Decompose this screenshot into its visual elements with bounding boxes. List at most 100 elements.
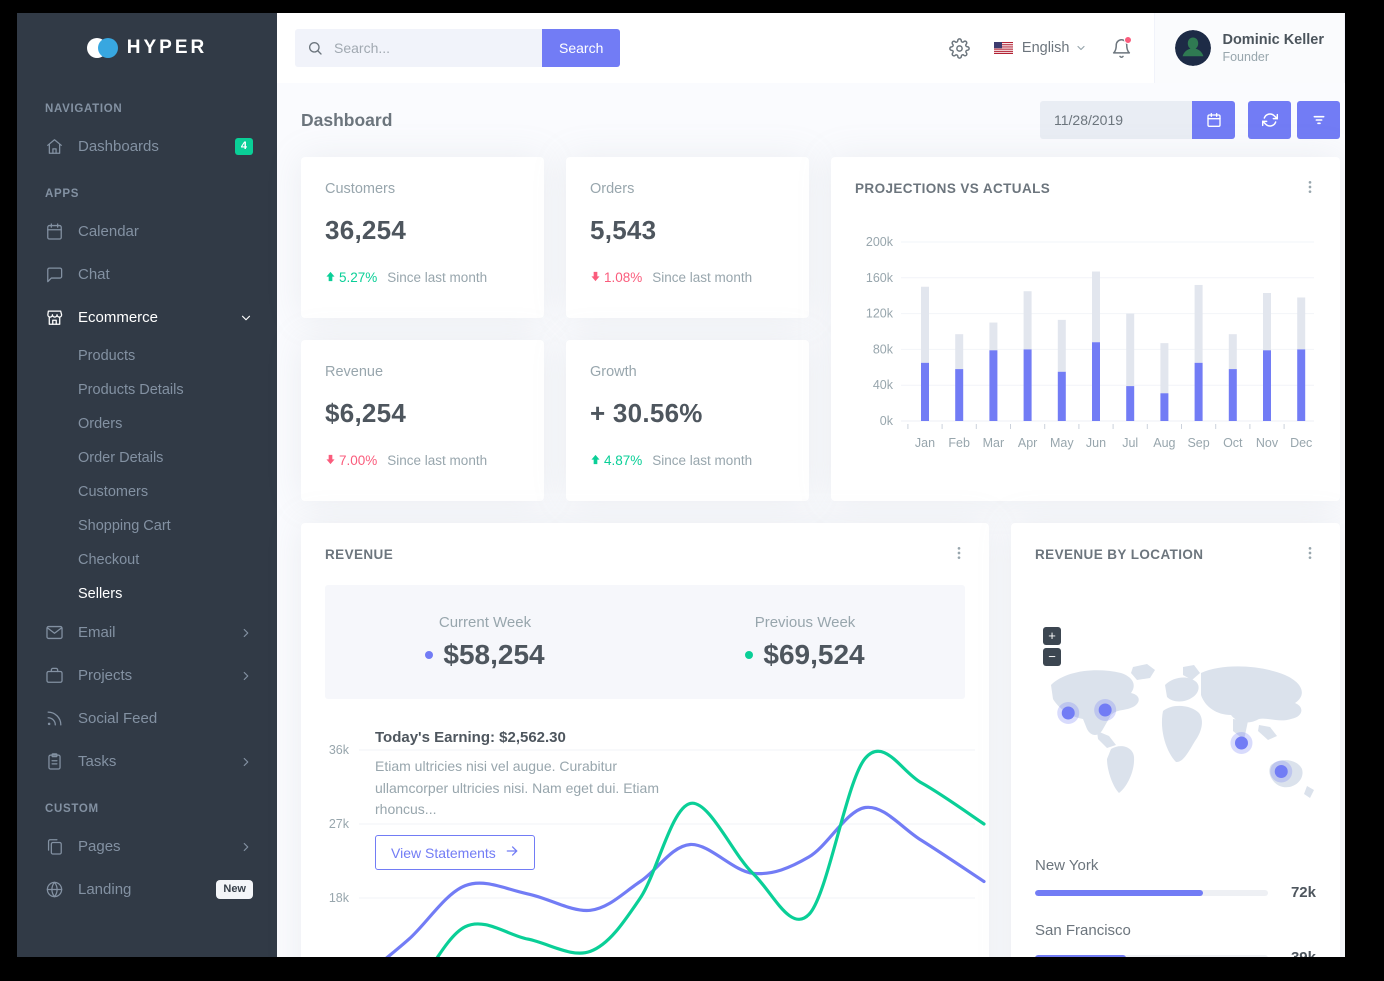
map-zoom-in-button[interactable]: + bbox=[1043, 627, 1061, 645]
sidebar-subitem-customers[interactable]: Customers bbox=[78, 484, 149, 500]
projects-icon bbox=[45, 666, 64, 685]
settings-gear-button[interactable] bbox=[949, 37, 970, 59]
sidebar-item-label: Calendar bbox=[78, 223, 139, 240]
stat-value: + 30.56% bbox=[590, 398, 703, 428]
sidebar-subitem-shopping-cart[interactable]: Shopping Cart bbox=[78, 518, 171, 534]
language-dropdown[interactable]: English bbox=[993, 40, 1088, 56]
page-header-tools bbox=[1040, 101, 1340, 139]
sidebar-item-tasks[interactable]: Tasks bbox=[17, 740, 277, 783]
app-window: HYPER NAVIGATION Dashboards 4 APPS Calendar C… bbox=[17, 13, 1345, 957]
previous-week-label: Previous Week bbox=[754, 613, 856, 631]
svg-text:Sep: Sep bbox=[1187, 436, 1209, 450]
location-title: REVENUE BY LOCATION bbox=[1035, 547, 1204, 562]
svg-text:Oct: Oct bbox=[1223, 436, 1243, 450]
previous-week-block: Previous Week $69,524 bbox=[645, 585, 965, 699]
previous-week-value: $69,524 bbox=[763, 638, 865, 670]
map-marker[interactable] bbox=[1061, 706, 1075, 720]
dots-vertical-icon bbox=[951, 545, 967, 561]
user-profile[interactable]: Dominic Keller Founder bbox=[1154, 13, 1345, 83]
stat-card-revenue: Revenue $6,254 7.00% Since last month bbox=[301, 340, 544, 501]
map-marker[interactable] bbox=[1234, 736, 1248, 750]
svg-text:36k: 36k bbox=[329, 743, 350, 757]
refresh-button[interactable] bbox=[1248, 101, 1291, 139]
search-button[interactable]: Search bbox=[542, 29, 621, 67]
search-group: Search bbox=[295, 29, 621, 67]
svg-text:Jun: Jun bbox=[1086, 436, 1106, 450]
sidebar-subitem-products-details[interactable]: Products Details bbox=[78, 382, 184, 398]
page-header: Dashboard bbox=[301, 83, 1340, 157]
brand-logo[interactable]: HYPER bbox=[17, 13, 277, 83]
sidebar-subitem-order-details[interactable]: Order Details bbox=[78, 450, 164, 466]
dots-vertical-icon bbox=[1302, 545, 1318, 561]
date-picker-group bbox=[1040, 101, 1235, 139]
stat-value: 5,543 bbox=[590, 215, 657, 245]
bell-icon bbox=[1111, 38, 1132, 59]
svg-text:0k: 0k bbox=[880, 414, 894, 428]
location-city: New York bbox=[1035, 857, 1099, 874]
calendar-icon bbox=[45, 222, 64, 241]
user-name: Dominic Keller bbox=[1222, 31, 1324, 48]
stat-delta: 7.00% bbox=[325, 453, 377, 468]
sidebar-item-dashboards[interactable]: Dashboards 4 bbox=[17, 125, 277, 168]
date-input[interactable] bbox=[1040, 101, 1192, 139]
current-week-label: Current Week bbox=[438, 613, 532, 631]
projections-title: PROJECTIONS VS ACTUALS bbox=[855, 181, 1051, 196]
location-menu-button[interactable] bbox=[1300, 543, 1320, 563]
avatar bbox=[1175, 30, 1212, 66]
sidebar-item-email[interactable]: Email bbox=[17, 611, 277, 654]
map-zoom-out-button[interactable]: − bbox=[1043, 648, 1061, 666]
stat-label: Revenue bbox=[325, 364, 384, 380]
sidebar-subitem-checkout[interactable]: Checkout bbox=[78, 552, 140, 568]
sidebar-item-social-feed[interactable]: Social Feed bbox=[17, 697, 277, 740]
refresh-icon bbox=[1261, 112, 1278, 128]
language-label: English bbox=[1021, 40, 1070, 56]
sidebar-item-calendar[interactable]: Calendar bbox=[17, 210, 277, 253]
stat-card-customers: Customers 36,254 5.27% Since last month bbox=[301, 157, 544, 318]
sidebar-item-pages[interactable]: Pages bbox=[17, 825, 277, 868]
projections-chart: 0k 40k 80k 120k 160k 200k Jan Feb Mar Apr May Jun Ju… bbox=[866, 235, 1319, 450]
chevron-right-icon bbox=[239, 626, 253, 640]
sidebar-subitem-orders[interactable]: Orders bbox=[78, 416, 123, 432]
view-statements-button[interactable]: View Statements bbox=[375, 835, 535, 871]
todays-earning: Today's Earning: $2,562.30 bbox=[375, 729, 566, 746]
filter-button[interactable] bbox=[1297, 101, 1340, 139]
sidebar-item-ecommerce[interactable]: Ecommerce bbox=[17, 296, 277, 339]
current-week-block: Current Week $58,254 bbox=[325, 585, 645, 699]
map-marker[interactable] bbox=[1274, 765, 1288, 778]
chevron-right-icon bbox=[239, 755, 253, 769]
sidebar-item-landing[interactable]: Landing New bbox=[17, 868, 277, 911]
sidebar-item-label: Chat bbox=[78, 266, 110, 283]
ecommerce-icon bbox=[45, 308, 64, 327]
earnings-overlay: Today's Earning: $2,562.30 Etiam ultrici… bbox=[375, 729, 705, 871]
earning-description: Etiam ultricies nisi vel augue. Curabitu… bbox=[375, 758, 659, 818]
sidebar-item-chat[interactable]: Chat bbox=[17, 253, 277, 296]
sidebar-item-projects[interactable]: Projects bbox=[17, 654, 277, 697]
map-marker[interactable] bbox=[1098, 703, 1112, 717]
sidebar-item-label: Tasks bbox=[78, 753, 117, 770]
sidebar-item-label: Dashboards bbox=[78, 138, 159, 155]
sidebar-section-label: NAVIGATION bbox=[45, 103, 123, 115]
sidebar-item-label: Email bbox=[78, 624, 116, 641]
stat-delta: 4.87% bbox=[590, 453, 642, 468]
sidebar-item-label: Social Feed bbox=[78, 710, 158, 727]
topbar: Search English Dominic Keller Founder bbox=[277, 13, 1345, 83]
world-map bbox=[1051, 664, 1314, 798]
sidebar-subitem-products[interactable]: Products bbox=[78, 348, 136, 364]
svg-text:27k: 27k bbox=[329, 817, 350, 831]
stat-label: Orders bbox=[590, 181, 635, 197]
svg-text:40k: 40k bbox=[873, 378, 894, 392]
date-picker-button[interactable] bbox=[1192, 101, 1235, 139]
chat-icon bbox=[45, 265, 64, 284]
location-progress-track bbox=[1035, 954, 1268, 957]
revenue-menu-button[interactable] bbox=[949, 543, 969, 563]
notification-dot bbox=[1124, 35, 1133, 44]
search-input[interactable] bbox=[332, 39, 512, 57]
calendar-icon bbox=[1206, 112, 1222, 128]
brand-name: HYPER bbox=[126, 37, 208, 58]
sidebar-subitem-sellers[interactable]: Sellers bbox=[78, 586, 123, 602]
projections-menu-button[interactable] bbox=[1300, 177, 1320, 197]
svg-text:Mar: Mar bbox=[983, 436, 1005, 450]
stat-note: Since last month bbox=[652, 453, 753, 468]
notifications-bell-button[interactable] bbox=[1111, 35, 1133, 59]
arrow-up-icon bbox=[325, 270, 339, 285]
